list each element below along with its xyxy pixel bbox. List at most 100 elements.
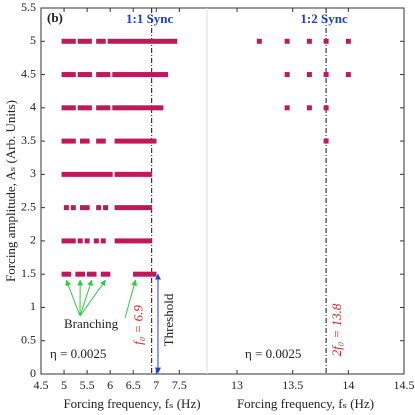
data-point <box>126 38 132 44</box>
data-point <box>123 138 129 144</box>
data-point <box>107 171 113 177</box>
data-point <box>70 72 76 78</box>
data-point <box>151 138 157 144</box>
y-tick-label: 0.5 <box>21 332 36 346</box>
data-point <box>158 105 164 111</box>
data-point <box>158 38 164 44</box>
data-point <box>137 205 143 211</box>
data-point <box>133 238 139 244</box>
data-point <box>345 72 351 78</box>
data-point <box>133 138 139 144</box>
data-point <box>100 38 106 44</box>
data-point <box>149 38 155 44</box>
data-point <box>144 38 150 44</box>
data-point <box>167 38 173 44</box>
data-point <box>128 138 134 144</box>
eta-label: η = 0.0025 <box>245 346 301 361</box>
panel-label: (b) <box>47 10 63 25</box>
data-point <box>306 38 312 44</box>
data-point <box>105 271 111 277</box>
data-point <box>153 38 159 44</box>
data-point <box>284 105 290 111</box>
data-point <box>139 105 145 111</box>
data-point <box>306 105 312 111</box>
data-point <box>163 38 168 44</box>
eta-label: η = 0.0025 <box>50 346 106 361</box>
data-point <box>66 271 72 277</box>
data-point <box>146 238 152 244</box>
data-point <box>256 38 262 44</box>
y-tick-label: 5.5 <box>21 0 36 14</box>
data-point <box>149 105 155 111</box>
data-point <box>121 72 127 78</box>
data-point <box>144 72 150 78</box>
y-tick-label: 5 <box>30 33 36 47</box>
data-point <box>137 271 143 277</box>
data-point <box>112 105 118 111</box>
data-point <box>158 72 164 78</box>
data-point <box>105 72 111 78</box>
data-point <box>96 105 102 111</box>
data-point <box>135 72 141 78</box>
sync-label: 1:2 Sync <box>300 11 348 26</box>
data-point <box>133 205 139 211</box>
x-tick-label: 14.5 <box>394 378 415 392</box>
data-point <box>153 72 159 78</box>
data-point <box>75 171 81 177</box>
data-point <box>63 205 69 211</box>
x-axis-label: Forcing frequency, fₛ (Hz) <box>237 396 374 411</box>
data-point <box>163 72 168 78</box>
data-point <box>84 238 90 244</box>
data-point <box>142 171 148 177</box>
data-point <box>61 105 67 111</box>
data-point <box>146 271 152 277</box>
data-point <box>323 38 329 44</box>
data-point <box>103 171 109 177</box>
data-point <box>100 105 106 111</box>
data-point <box>66 171 72 177</box>
data-point <box>66 105 72 111</box>
data-point <box>128 171 134 177</box>
data-point <box>116 72 122 78</box>
y-tick-label: 1 <box>30 299 36 313</box>
data-point <box>61 38 67 44</box>
data-point <box>96 205 102 211</box>
data-point <box>123 171 129 177</box>
y-tick-label: 3.5 <box>21 133 36 147</box>
data-point <box>142 205 148 211</box>
data-point <box>80 205 85 211</box>
data-point <box>107 38 113 44</box>
data-point <box>84 171 90 177</box>
data-point <box>133 171 139 177</box>
y-tick-label: 2.5 <box>21 199 36 213</box>
y-tick-label: 3 <box>30 166 36 180</box>
data-point <box>137 238 143 244</box>
data-point <box>114 238 120 244</box>
reference-label: f₀ = 6.9 <box>131 305 146 345</box>
plot-frame <box>40 7 405 375</box>
data-point <box>130 72 136 78</box>
data-point <box>128 205 134 211</box>
data-point <box>70 38 76 44</box>
data-point <box>70 105 76 111</box>
x-tick-label: 13 <box>231 378 243 392</box>
data-point <box>105 105 111 111</box>
data-point <box>146 205 152 211</box>
data-point <box>86 271 92 277</box>
branching-arrow <box>79 279 106 317</box>
data-point <box>126 105 132 111</box>
data-point <box>114 171 120 177</box>
branching-arrow <box>124 279 137 319</box>
data-point <box>100 271 106 277</box>
data-point <box>61 171 67 177</box>
data-point <box>89 171 95 177</box>
x-tick-label: 6 <box>107 378 113 392</box>
data-point <box>114 205 120 211</box>
data-point <box>146 138 152 144</box>
data-point <box>86 72 92 78</box>
branching-arrow <box>65 279 81 317</box>
data-point <box>82 38 88 44</box>
data-point <box>130 38 136 44</box>
data-point <box>61 72 67 78</box>
data-point <box>77 105 83 111</box>
